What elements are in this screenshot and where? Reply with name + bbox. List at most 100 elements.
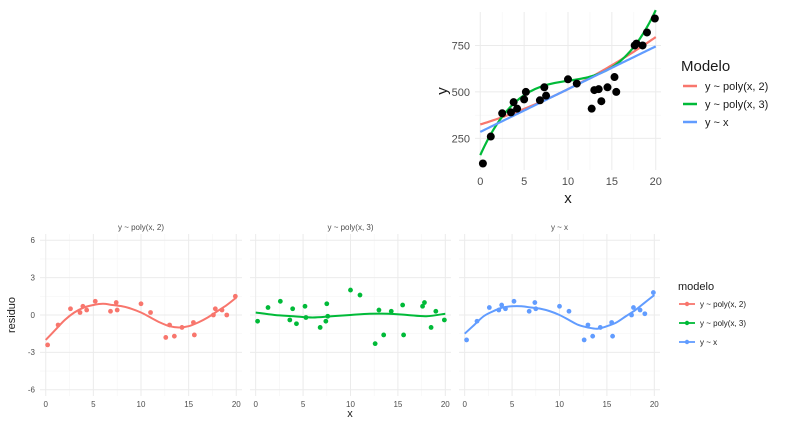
x-tick-label: 5 <box>91 400 96 409</box>
legend-label: y ~ poly(x, 2) <box>705 81 768 93</box>
residual-point <box>590 333 596 339</box>
residual-point <box>400 302 406 308</box>
residual-point <box>486 305 492 310</box>
residual-smooth-line <box>255 311 446 319</box>
data-point <box>572 79 581 88</box>
residual-point <box>45 342 51 348</box>
residual-point <box>609 320 615 325</box>
residual-point <box>610 333 615 339</box>
x-tick-label: 20 <box>650 400 659 409</box>
residual-point <box>219 307 225 313</box>
facet-panel: 0 5 10 15 20 -6 -3 0 3 6 y ~ poly(x, 2) <box>28 223 242 409</box>
residual-point <box>191 332 197 338</box>
residual-point <box>420 303 425 309</box>
data-point <box>520 95 529 104</box>
data-point <box>513 104 522 113</box>
residual-point <box>232 293 238 299</box>
residual-point <box>324 301 330 307</box>
residual-point <box>585 322 591 328</box>
x-tick-label: 15 <box>184 400 193 409</box>
residual-point <box>581 337 587 343</box>
residual-smooth-line <box>44 296 237 341</box>
y-axis-label: y <box>434 87 451 95</box>
x-tick-label: 20 <box>441 400 450 409</box>
legend-label: y ~ x <box>700 338 717 347</box>
residual-point <box>642 311 648 317</box>
x-tick-label: 15 <box>606 176 618 188</box>
data-point <box>521 87 530 96</box>
data-point <box>542 91 551 100</box>
residual-smooth-line <box>464 294 655 335</box>
x-tick-label: 10 <box>562 176 574 188</box>
y-tick-label: 3 <box>31 273 36 282</box>
residual-point <box>474 318 480 324</box>
facet-strip-label: y ~ poly(x, 3) <box>327 223 373 232</box>
x-tick-label: 0 <box>477 176 483 188</box>
x-tick-label: 0 <box>462 400 467 409</box>
fit-line-linear <box>479 45 657 133</box>
residual-point <box>114 307 120 313</box>
residual-point <box>303 315 309 320</box>
residual-point <box>499 302 505 308</box>
data-point <box>650 14 659 23</box>
x-tick-label: 20 <box>232 400 241 409</box>
data-point <box>564 75 572 84</box>
residual-point <box>532 300 538 305</box>
data-point <box>540 83 549 92</box>
residual-point <box>179 325 185 330</box>
residual-point <box>302 303 308 309</box>
data-point <box>535 96 544 105</box>
residual-point <box>631 305 636 310</box>
residual-point <box>503 306 508 312</box>
y-tick-label: 500 <box>452 87 470 99</box>
residual-point <box>84 307 90 313</box>
residual-point <box>68 306 73 312</box>
legend-key-point <box>684 320 690 326</box>
residual-point <box>566 308 572 314</box>
residual-point <box>255 318 260 324</box>
residual-point <box>92 298 98 304</box>
residual-point <box>650 290 656 295</box>
residual-point <box>433 308 439 314</box>
residual-point <box>108 308 113 314</box>
residual-point <box>148 310 153 315</box>
x-tick-label: 0 <box>43 400 48 409</box>
x-tick-label: 20 <box>650 176 662 188</box>
facet-panel: 0 5 10 15 20 y ~ x <box>459 223 660 409</box>
residual-point <box>317 325 323 330</box>
legend-title: Modelo <box>681 58 730 75</box>
residual-point <box>381 332 387 338</box>
residual-point <box>376 307 382 313</box>
legend-label: y ~ x <box>705 117 729 129</box>
residual-point <box>348 287 353 293</box>
residual-point <box>224 312 230 318</box>
data-point <box>486 132 495 141</box>
data-point <box>642 28 651 37</box>
residual-point <box>167 322 172 328</box>
residual-point <box>557 303 562 309</box>
residual-point <box>211 312 216 318</box>
residual-point <box>441 317 447 323</box>
residual-point <box>212 306 218 312</box>
x-tick-label: 0 <box>253 400 258 409</box>
residual-point <box>323 318 329 324</box>
data-point <box>638 41 647 50</box>
residual-point <box>290 306 296 312</box>
residual-point <box>637 307 643 313</box>
residual-point <box>422 300 427 305</box>
data-point <box>509 98 518 107</box>
residual-point <box>138 301 144 307</box>
data-point <box>603 83 612 92</box>
y-tick-label: 0 <box>31 311 36 320</box>
bottom-legend: modelo y ~ poly(x, 2) y ~ poly(x, 3) y ~ x <box>678 281 746 347</box>
residual-point <box>294 321 299 327</box>
residual-point <box>597 325 603 330</box>
residual-point <box>163 335 169 340</box>
x-tick-label: 5 <box>301 400 306 409</box>
facet-strip-label: y ~ poly(x, 2) <box>118 223 164 232</box>
data-point <box>610 73 619 82</box>
residual-point <box>428 325 434 330</box>
top-legend: Modelo y ~ poly(x, 2) y ~ poly(x, 3) y ~ x <box>681 58 768 129</box>
residual-point <box>464 337 469 343</box>
